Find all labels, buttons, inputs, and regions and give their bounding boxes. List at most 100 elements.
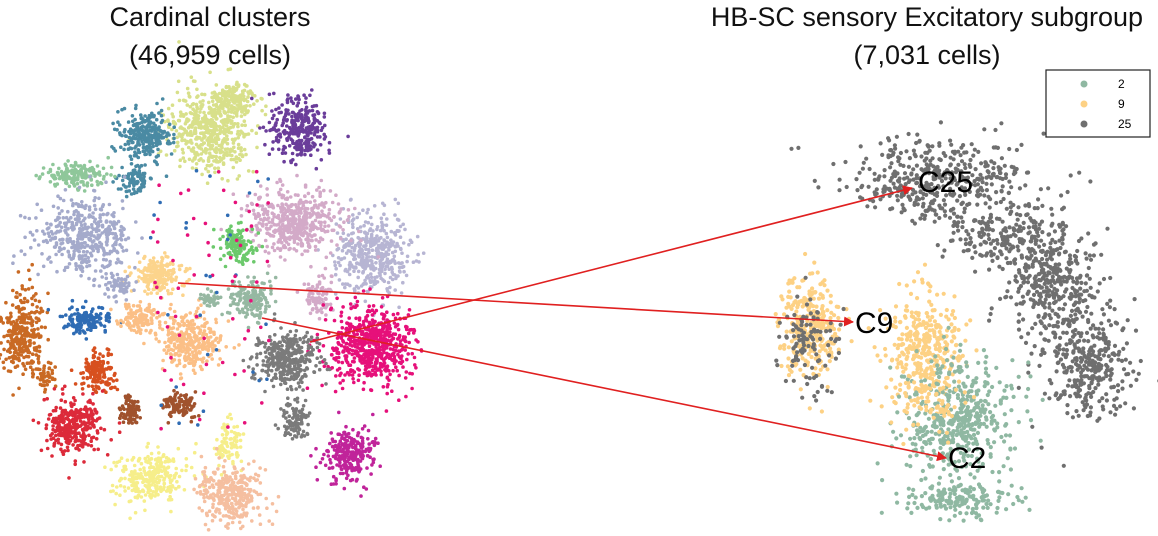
left-point [161,263,165,268]
left-point [15,318,19,323]
left-point [180,349,184,354]
left-point [364,252,369,257]
left-point [153,135,157,139]
left-point [109,165,114,170]
left-point [124,298,129,302]
left-point [84,172,88,177]
left-point [79,325,83,330]
left-point [143,152,147,157]
left-point [156,136,161,140]
left-point [211,114,216,118]
left-point [299,125,304,130]
left-point [404,273,409,278]
left-point [242,119,247,123]
left-point [404,370,409,374]
left-point [260,204,265,208]
left-point [115,319,119,323]
left-point [80,305,85,310]
left-point [164,153,169,157]
left-point [406,352,411,356]
left-point [164,345,169,349]
left-point [123,302,128,307]
left-point [123,142,128,147]
left-point [31,360,35,364]
left-point [171,326,176,330]
left-point [54,252,58,257]
left-point [350,245,355,250]
left-point [272,222,277,227]
left-point [163,251,167,255]
left-point [140,116,144,120]
left-point [313,218,318,223]
left-point [232,122,237,126]
left-point [64,167,69,171]
left-point [96,182,100,187]
left-point [333,263,338,268]
left-point [57,216,61,220]
left-point [191,102,196,106]
left-point [237,343,241,347]
left-point [342,245,346,249]
left-point [63,188,68,192]
left-point [165,264,170,268]
left-point [210,146,214,151]
left-point [28,341,32,346]
left-point [310,194,315,199]
left-point [239,240,243,245]
left-point [362,380,366,385]
left-point [278,237,283,242]
left-point [311,141,315,145]
left-point [123,277,128,282]
left-point [205,287,210,291]
left-point [322,213,327,218]
left-point [133,146,137,150]
left-point [223,264,228,269]
left-point [231,86,235,91]
left-point [318,301,322,305]
left-point [162,311,167,316]
left-point [314,306,319,310]
left-point [150,138,154,142]
left-point [16,270,21,274]
left-point [200,131,205,135]
left-point [99,207,104,212]
left-point [169,340,173,345]
left-point [284,202,288,207]
left-point [284,112,288,116]
left-point [306,191,311,196]
left-point [265,187,269,191]
left-point [131,131,136,135]
left-point [46,291,50,296]
left-point [107,315,112,320]
left-point [285,190,290,194]
left-point [355,215,360,220]
left-point [27,216,32,221]
left-point [315,188,319,192]
left-point [165,141,170,145]
left-point [23,235,27,240]
left-point [185,346,190,350]
left-point [355,332,360,337]
left-point [97,196,101,201]
left-point [53,365,57,369]
left-point [58,196,63,201]
left-point [364,235,369,240]
left-point [132,168,137,172]
left-point [386,280,391,285]
left-point [204,151,208,155]
left-point [281,207,286,212]
left-point [303,249,307,253]
left-point [0,341,3,345]
left-point [125,306,129,311]
left-point [92,325,96,329]
left-point [185,117,189,121]
left-point [227,91,231,95]
left-point [341,231,346,236]
left-point [272,242,276,246]
left-point [93,207,98,212]
left-point [188,266,192,271]
left-point [335,247,340,252]
left-point [404,394,408,399]
left-point [38,382,43,387]
left-point [249,201,254,206]
